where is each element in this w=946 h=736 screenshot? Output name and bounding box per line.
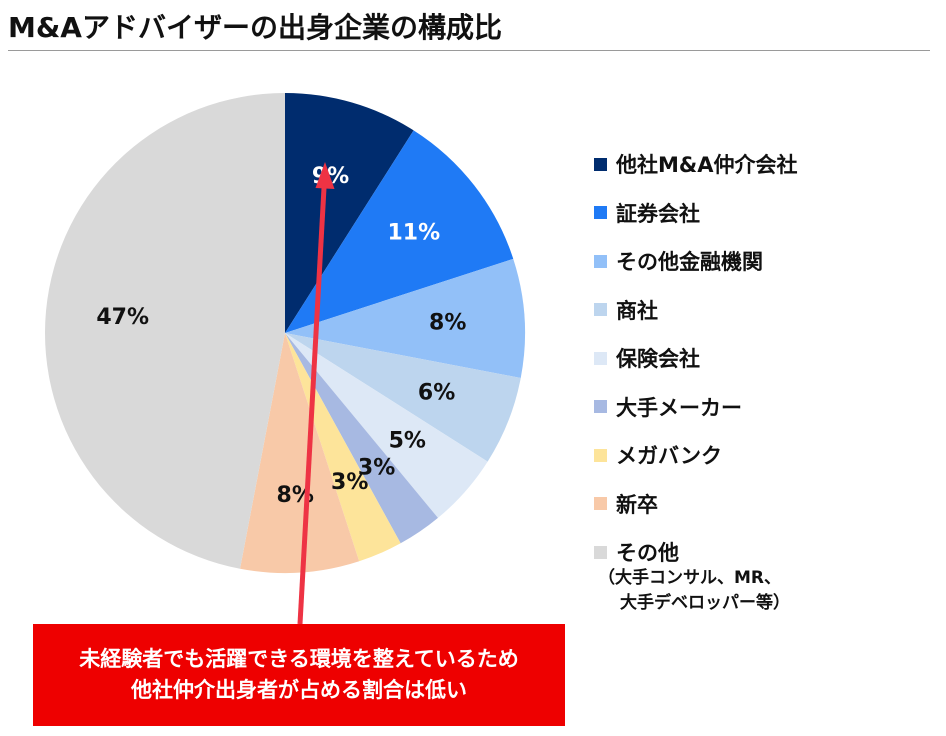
legend-label: 新卒 xyxy=(616,492,658,517)
legend-swatch xyxy=(594,448,607,462)
legend-swatch xyxy=(594,545,607,559)
pie-data-label: 8% xyxy=(429,310,466,335)
legend-swatch xyxy=(594,157,607,171)
legend-item: 商社 xyxy=(594,286,934,335)
callout-text-line: 未経験者でも活躍できる環境を整えているため xyxy=(79,647,519,671)
pie-slice xyxy=(285,333,438,544)
legend-item: 大手メーカー xyxy=(594,383,934,432)
pie-data-labels: 9%11%8%6%5%3%3%8%47% xyxy=(96,164,466,508)
legend: 他社M&A仲介会社 証券会社その他金融機関 商社保険会社大手メーカー メガバンク新卒そ… xyxy=(594,140,934,577)
legend-item: メガバンク xyxy=(594,431,934,480)
pie-slice xyxy=(285,333,521,462)
callout-text-line: 他社仲介出身者が占める割合は低い xyxy=(131,678,467,702)
legend-label: 大手メーカー xyxy=(616,395,742,420)
callout-arrow-head xyxy=(315,162,335,189)
legend-label: 他社M&A仲介会社 xyxy=(616,153,798,178)
pie-slice xyxy=(285,258,525,378)
pie-slice xyxy=(285,130,514,333)
pie-data-label: 3% xyxy=(331,470,368,495)
callout-arrow xyxy=(297,162,335,625)
legend-swatch xyxy=(594,351,607,365)
legend-label: 保険会社 xyxy=(616,347,700,372)
pie-data-label: 11% xyxy=(387,221,440,246)
legend-label: 商社 xyxy=(616,298,658,323)
pie-slice xyxy=(285,333,488,518)
pie-data-label: 3% xyxy=(358,455,395,480)
legend-label: その他 xyxy=(616,541,679,566)
legend-item: 他社M&A仲介会社 xyxy=(594,140,934,189)
pie-data-label: 6% xyxy=(418,381,455,406)
pie-data-label: 47% xyxy=(96,305,149,330)
pie-slice xyxy=(240,333,360,573)
legend-item: その他 xyxy=(594,528,934,577)
legend-label: その他金融機関 xyxy=(616,250,763,275)
title-divider xyxy=(8,50,930,51)
callout-arrow-shaft xyxy=(297,187,327,625)
legend-swatch xyxy=(594,400,607,414)
legend-swatch xyxy=(594,497,607,511)
legend-note-line: 大手デベロッパー等） xyxy=(620,593,790,613)
chart-title: M&Aアドバイザーの出身企業の構成比 xyxy=(8,11,502,44)
pie-slice xyxy=(44,92,285,569)
legend-item: 新卒 xyxy=(594,480,934,529)
legend-swatch xyxy=(594,303,607,317)
legend-label: メガバンク xyxy=(616,444,723,469)
legend-swatch xyxy=(594,254,607,268)
legend-swatch xyxy=(594,206,607,220)
legend-note-line: （大手コンサル、MR、 xyxy=(598,568,782,588)
pie-data-label: 5% xyxy=(389,428,426,453)
legend-item: その他金融機関 xyxy=(594,237,934,286)
legend-note: （大手コンサル、MR、 大手デベロッパー等） xyxy=(598,566,790,616)
callout-box: 未経験者でも活躍できる環境を整えているため 他社仲介出身者が占める割合は低い xyxy=(33,624,565,726)
legend-item: 保険会社 xyxy=(594,334,934,383)
legend-item: 証券会社 xyxy=(594,189,934,238)
legend-label: 証券会社 xyxy=(616,201,700,226)
